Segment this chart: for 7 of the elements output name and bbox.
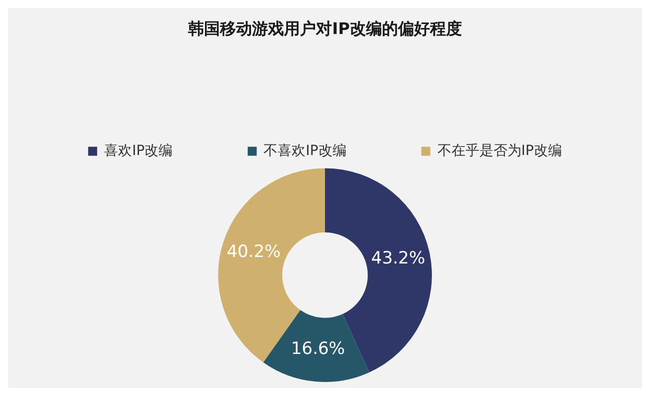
legend-label: 不在乎是否为IP改编 [437,142,562,159]
data-label: 40.2% [226,242,281,262]
data-label: 16.6% [290,339,345,360]
chart-title: 韩国移动游戏用户对IP改编的偏好程度 [187,18,462,38]
legend-label: 不喜欢IP改编 [264,142,346,159]
legend-label: 喜欢IP改编 [104,142,173,159]
data-label: 43.2% [371,248,426,269]
